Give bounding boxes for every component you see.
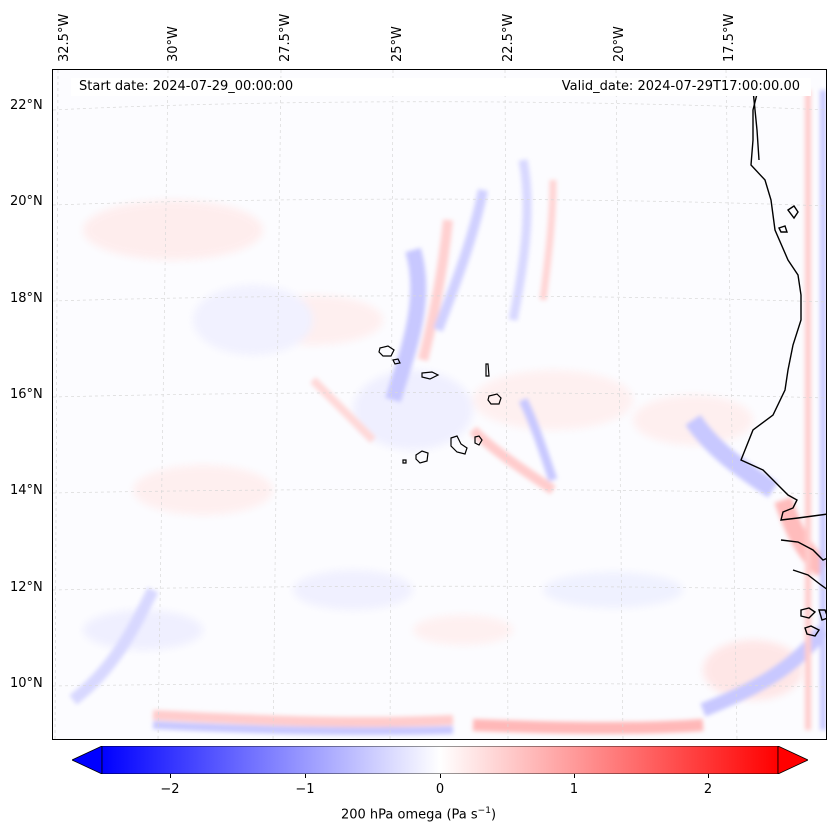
lat-label-16n: 16°N — [10, 387, 43, 402]
tickmark-0 — [440, 774, 441, 778]
lat-label-10n: 10°N — [10, 676, 43, 691]
lon-label-32-5w: 32.5°W — [57, 13, 72, 62]
colorbar — [71, 745, 809, 775]
tick-label-neg1: −1 — [295, 782, 315, 797]
lat-label-14n: 14°N — [10, 483, 43, 498]
tickmark-2 — [708, 774, 709, 778]
colorbar-graphic — [71, 745, 809, 775]
lat-label-22n: 22°N — [10, 98, 43, 113]
colorbar-min-extension — [71, 745, 103, 775]
tickmark-neg1 — [305, 774, 306, 778]
coastline-islands — [378, 345, 502, 464]
coastline-africa — [740, 89, 826, 637]
colorbar-label: 200 hPa omega (Pa s−1) — [340, 806, 497, 823]
map-panel[interactable]: Start date: 2024-07-29_00:00:00 Valid_da… — [52, 69, 827, 740]
lon-label-25w: 25°W — [390, 26, 405, 62]
lat-label-18n: 18°N — [10, 291, 43, 306]
valid-date-label: Valid_date: 2024-07-29T17:00:00.00 — [561, 79, 800, 94]
colorbar-gradient — [101, 745, 779, 775]
start-date-label: Start date: 2024-07-29_00:00:00 — [79, 79, 294, 94]
lon-label-27-5w: 27.5°W — [278, 13, 293, 62]
tick-label-1: 1 — [569, 782, 579, 797]
tickmark-1 — [574, 774, 575, 778]
tick-label-0: 0 — [435, 782, 445, 797]
tick-label-2: 2 — [703, 782, 713, 797]
lon-label-17-5w: 17.5°W — [722, 13, 737, 62]
lon-label-30w: 30°W — [166, 26, 181, 62]
map-canvas — [53, 70, 826, 739]
tick-label-neg2: −2 — [160, 782, 180, 797]
lat-label-20n: 20°N — [10, 194, 43, 209]
colorbar-max-extension — [777, 745, 809, 775]
lat-label-12n: 12°N — [10, 580, 43, 595]
lon-label-20w: 20°W — [612, 26, 627, 62]
tickmark-neg2 — [170, 774, 171, 778]
lon-label-22-5w: 22.5°W — [501, 13, 516, 62]
